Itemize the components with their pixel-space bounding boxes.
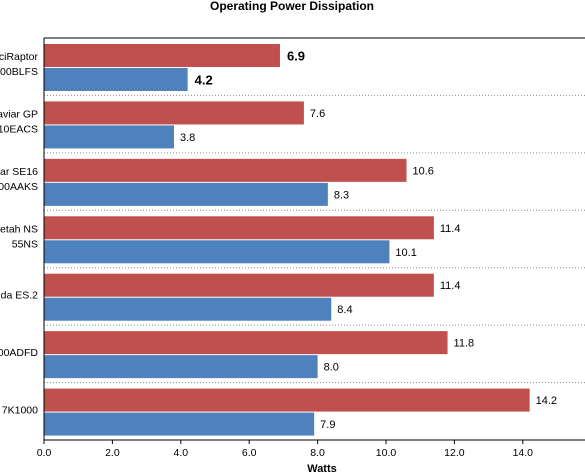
bars-group (44, 44, 530, 436)
data-label-series-1-cat-0: 4.2 (195, 73, 213, 88)
bar-series-0-cat-1 (44, 101, 304, 125)
x-axis-label: Watts (307, 463, 337, 475)
data-label-series-0-cat-1: 7.6 (310, 108, 325, 120)
bar-series-0-cat-4 (44, 273, 434, 297)
data-label-series-1-cat-2: 8.3 (334, 189, 349, 201)
category-label-3-line-1: eetah NS (0, 223, 38, 235)
bar-series-1-cat-3 (44, 240, 390, 264)
data-label-series-1-cat-1: 3.8 (180, 132, 195, 144)
bar-series-1-cat-1 (44, 125, 174, 149)
chart-title: Operating Power Dissipation (210, 0, 374, 13)
grid-lines (44, 37, 585, 384)
x-tick-label: 8.0 (310, 447, 325, 459)
category-label-1-line-2: 10EACS (0, 123, 38, 135)
bar-series-1-cat-2 (44, 182, 328, 206)
bar-series-0-cat-2 (44, 158, 407, 182)
category-label-0-line-2: 00BLFS (0, 66, 38, 78)
x-tick-label: 10.0 (376, 447, 397, 459)
category-label-2-line-2: 00AAKS (0, 181, 38, 193)
x-tick-label: 2.0 (105, 447, 120, 459)
category-label-0-line-1: ociRaptor (0, 51, 38, 63)
data-label-series-1-cat-6: 7.9 (320, 419, 335, 431)
data-label-series-0-cat-2: 10.6 (413, 165, 434, 177)
bar-series-1-cat-0 (44, 68, 188, 91)
bar-series-0-cat-3 (44, 216, 434, 240)
data-label-series-0-cat-5: 11.8 (454, 338, 475, 350)
bar-series-0-cat-0 (44, 44, 280, 67)
bar-series-1-cat-6 (44, 412, 315, 436)
category-labels: 6.9 4.2 ociRaptor 00BLFS 7.6 3.8 aviar GP 10EAC… (0, 49, 557, 432)
category-label-3-line-2: 55NS (12, 238, 38, 250)
data-label-series-0-cat-6: 14.2 (536, 395, 557, 407)
data-label-series-0-cat-0: 6.9 (287, 49, 305, 64)
category-label-1-line-1: aviar GP (0, 108, 38, 120)
x-tick-label: 0.0 (37, 447, 52, 459)
category-label-5-line-1: 500ADFD (0, 347, 38, 359)
data-label-series-0-cat-3: 11.4 (440, 223, 461, 235)
x-tick-label: 12.0 (444, 447, 465, 459)
bar-series-0-cat-6 (44, 388, 530, 412)
x-tick-label: 4.0 (173, 447, 188, 459)
x-axis: 0.0 2.0 4.0 6.0 8.0 10.0 12.0 14.0 (37, 38, 585, 459)
bar-series-0-cat-5 (44, 331, 448, 355)
data-label-series-1-cat-4: 8.4 (337, 304, 352, 316)
bar-series-1-cat-4 (44, 297, 332, 321)
x-tick-label: 14.0 (513, 447, 534, 459)
data-label-series-0-cat-4: 11.4 (440, 280, 461, 292)
x-tick-label: 6.0 (242, 447, 257, 459)
data-label-series-1-cat-5: 8.0 (324, 362, 339, 374)
bar-series-1-cat-5 (44, 355, 318, 379)
data-label-series-1-cat-3: 10.1 (395, 247, 416, 259)
category-label-2-line-1: aviar SE16 (0, 166, 38, 178)
category-label-4-line-1: uda ES.2 (0, 290, 38, 302)
category-label-6-line-1: r 7K1000 (0, 405, 38, 417)
